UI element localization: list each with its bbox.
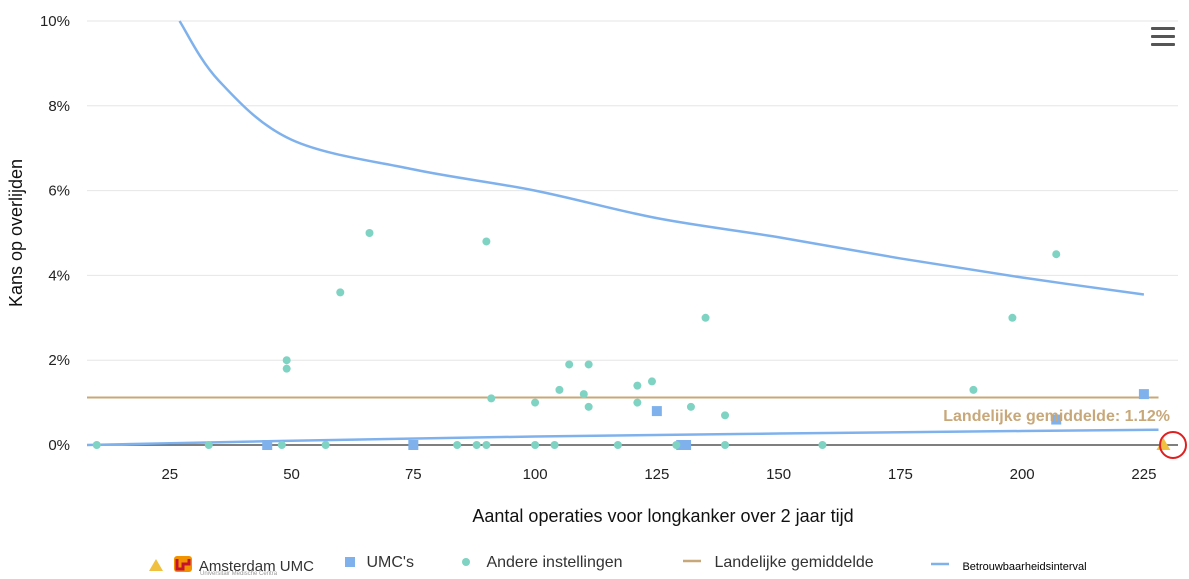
data-point-umc	[1051, 414, 1062, 425]
data-point-andere	[565, 360, 574, 369]
legend-item-interval[interactable]: Betrouwbaarheidsinterval	[930, 557, 1087, 575]
y-tick-label: 0%	[48, 437, 70, 454]
data-point-andere	[204, 441, 213, 449]
x-tick-label: 75	[405, 466, 422, 483]
chart: 0% 2% 4% 6% 8% 10% 25 50 75 100 125 150 175 200 225 L…	[6, 13, 1187, 526]
amsterdam-umc-logo-icon	[174, 556, 193, 572]
legend-label-amsterdam: Amsterdam UMC	[198, 558, 314, 575]
data-point-andere	[453, 441, 462, 449]
y-axis-tick-labels: 0% 2% 4% 6% 8% 10%	[40, 13, 70, 454]
data-point-andere	[482, 441, 491, 449]
data-point-andere	[672, 441, 681, 449]
triangle-icon	[149, 559, 163, 571]
y-axis-title: Kans op overlijden	[6, 159, 26, 307]
line-icon	[683, 559, 701, 563]
x-tick-label: 175	[888, 466, 913, 483]
data-point-andere	[282, 364, 291, 373]
legend-label-andere: Andere instellingen	[486, 554, 623, 571]
x-tick-label: 150	[766, 466, 791, 483]
square-icon	[345, 557, 355, 567]
highlight-circle	[1159, 431, 1187, 459]
x-tick-label: 25	[161, 466, 178, 483]
x-tick-label: 200	[1010, 466, 1035, 483]
data-point-andere	[472, 441, 481, 449]
data-point-andere	[365, 229, 374, 237]
legend-item-amsterdam[interactable]: Amsterdam UMC Universitair Medische Cent…	[148, 554, 314, 577]
data-point-umc	[681, 440, 692, 450]
legend-sublabel-amsterdam: Universitair Medische Centra	[200, 571, 278, 577]
legend-item-umc[interactable]: UMC's	[344, 554, 414, 572]
data-point-andere	[613, 441, 622, 449]
data-point-andere	[721, 441, 730, 449]
national-average-label: Landelijke gemiddelde: 1.12%	[943, 408, 1170, 425]
series-lines	[86, 20, 1159, 447]
data-point-andere	[277, 441, 286, 449]
data-point-amsterdam	[1156, 438, 1171, 450]
data-point-andere	[555, 385, 564, 394]
legend-label-interval: Betrouwbaarheidsinterval	[962, 561, 1087, 573]
data-point-andere	[550, 441, 559, 449]
legend-item-andere[interactable]: Andere instellingen	[460, 554, 623, 572]
confidence-interval-lower-line	[86, 428, 1159, 447]
data-point-umc	[1138, 389, 1149, 400]
data-point-andere	[701, 313, 710, 322]
data-point-andere	[487, 394, 496, 403]
data-point-andere	[969, 385, 978, 394]
legend-item-landelijk[interactable]: Landelijke gemiddelde	[682, 554, 874, 572]
data-point-andere	[482, 237, 491, 246]
data-point-umc	[408, 440, 419, 450]
data-point-andere	[584, 402, 593, 411]
data-point-umc	[651, 406, 662, 417]
legend-label-landelijk: Landelijke gemiddelde	[714, 554, 874, 571]
x-tick-label: 125	[644, 466, 669, 483]
data-point-andere	[92, 441, 101, 449]
data-point-andere	[818, 441, 827, 449]
data-point-andere	[336, 288, 345, 297]
menu-icon[interactable]	[1151, 27, 1175, 49]
series-points	[92, 229, 1171, 450]
data-point-andere	[721, 411, 730, 420]
data-point-andere	[686, 402, 695, 411]
data-point-andere	[633, 381, 642, 390]
circle-icon	[462, 558, 470, 566]
data-point-andere	[1008, 313, 1017, 322]
x-tick-label: 225	[1131, 466, 1156, 483]
data-point-andere	[633, 398, 642, 407]
x-tick-label: 100	[523, 466, 548, 483]
y-tick-label: 8%	[48, 98, 70, 115]
data-point-andere	[584, 360, 593, 369]
legend: Amsterdam UMC Universitair Medische Cent…	[0, 552, 1189, 579]
confidence-interval-upper-line	[178, 20, 1145, 296]
x-tick-label: 50	[283, 466, 300, 483]
data-point-andere	[647, 377, 656, 386]
data-point-umc	[262, 440, 273, 450]
y-tick-label: 4%	[48, 267, 70, 284]
data-point-andere	[531, 441, 540, 449]
y-tick-label: 6%	[48, 183, 70, 200]
gridlines	[87, 20, 1178, 446]
legend-label-umc: UMC's	[366, 554, 414, 571]
y-tick-label: 10%	[40, 13, 70, 30]
line-icon	[931, 562, 949, 566]
x-axis-title: Aantal operaties voor longkanker over 2 …	[472, 506, 853, 526]
data-point-andere	[282, 356, 291, 365]
data-point-andere	[1052, 250, 1061, 259]
data-point-andere	[579, 390, 588, 399]
data-point-andere	[531, 398, 540, 407]
y-tick-label: 2%	[48, 352, 70, 369]
data-point-andere	[321, 441, 330, 449]
x-axis-tick-labels: 25 50 75 100 125 150 175 200 225	[161, 466, 1156, 483]
